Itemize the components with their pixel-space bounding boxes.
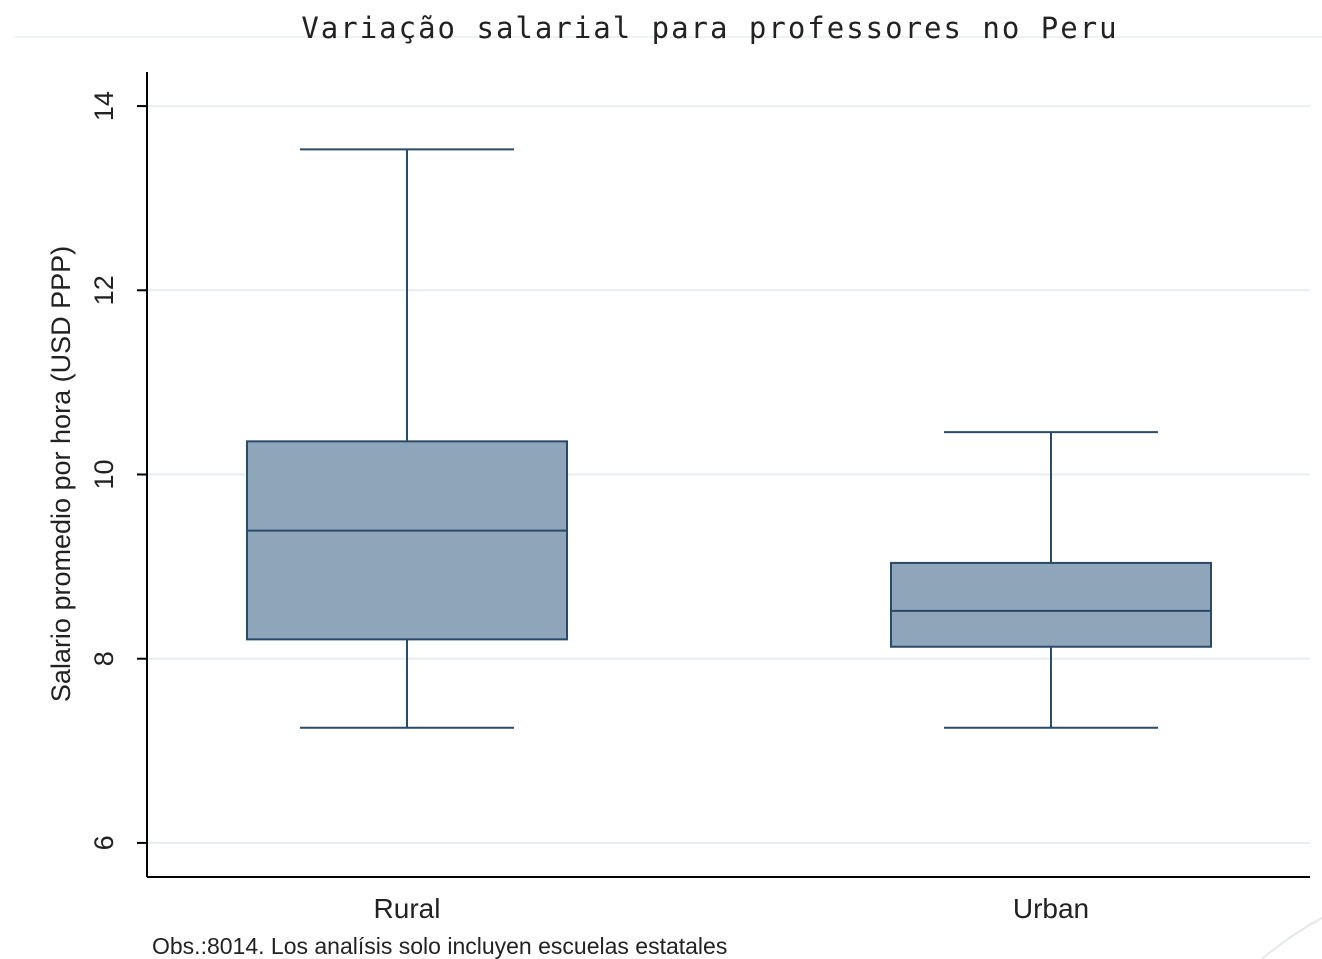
y-tick-label: 10	[89, 459, 119, 489]
x-tick-label: Urban	[1013, 893, 1089, 924]
y-axis-label: Salario promedio por hora (USD PPP)	[46, 246, 76, 702]
y-tick-label: 8	[89, 651, 119, 666]
x-tick-label: Rural	[374, 893, 441, 924]
box	[890, 561, 1212, 648]
chart-title: Variação salarial para professores no Pe…	[301, 11, 1118, 45]
y-tick-label: 6	[89, 835, 119, 850]
decoration	[1261, 917, 1322, 959]
y-tick-label: 14	[89, 91, 119, 121]
y-tick-label: 12	[89, 275, 119, 305]
note: Obs.:8014. Los analísis solo incluyen es…	[152, 933, 727, 959]
box	[246, 440, 568, 641]
